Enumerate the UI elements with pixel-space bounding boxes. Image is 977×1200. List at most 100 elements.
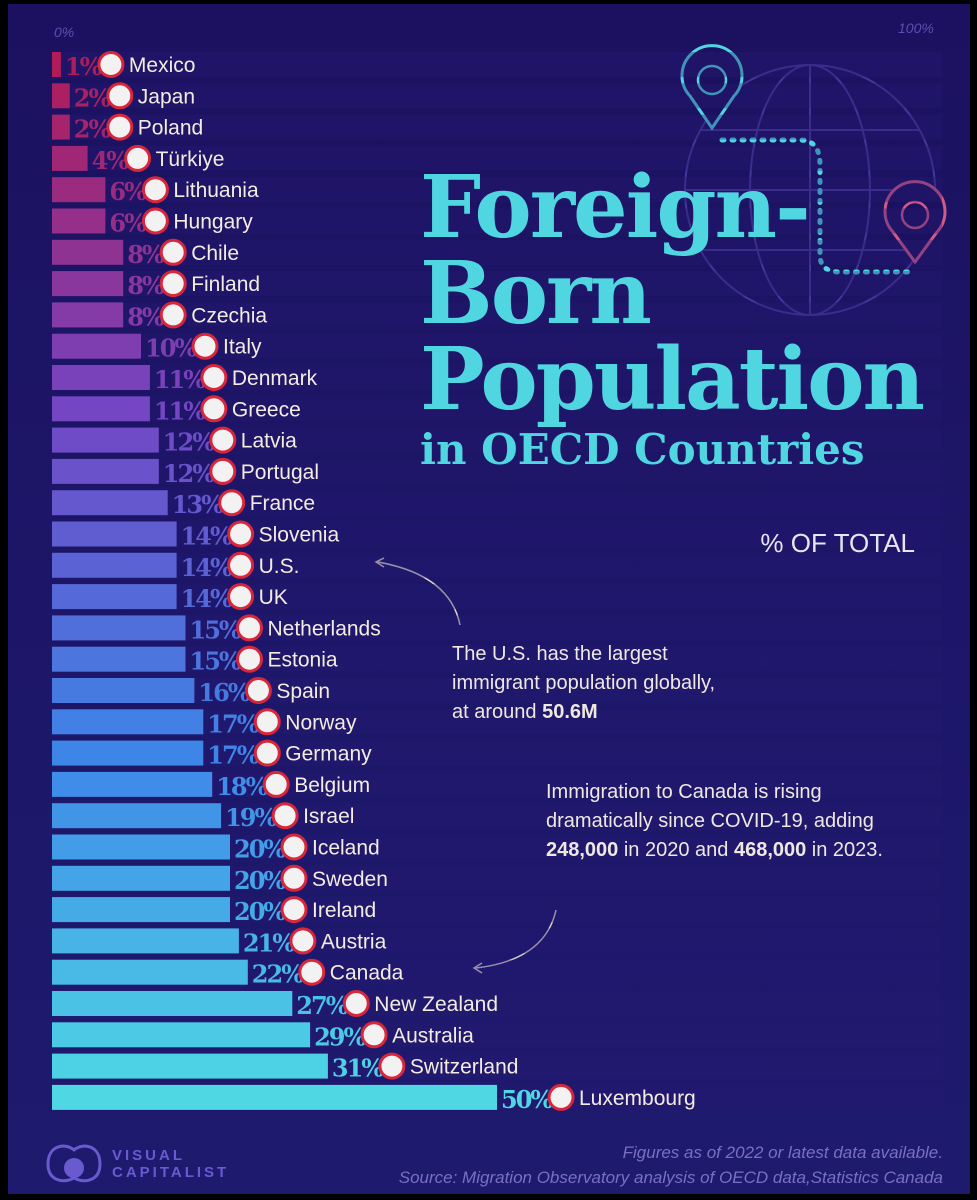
- bar-Germany: [52, 740, 204, 766]
- value-label: 50%: [501, 1085, 553, 1114]
- us-annotation: The U.S. has the largest immigrant popul…: [452, 640, 732, 727]
- value-label: 16%: [198, 678, 250, 707]
- canada-annotation-text: Immigration to Canada is rising dramatic…: [546, 781, 874, 832]
- flag-icon: [200, 395, 228, 423]
- bar-track: [52, 365, 942, 390]
- value-label: 13%: [172, 490, 224, 519]
- bar-track: [52, 239, 942, 265]
- category-label: Italy: [223, 336, 262, 359]
- value-label: 6%: [109, 209, 147, 238]
- bar-Australia: [52, 1022, 311, 1048]
- category-label: UK: [259, 586, 288, 609]
- value-label: 19%: [225, 803, 277, 832]
- category-label: Türkiye: [156, 148, 225, 171]
- category-label: Japan: [138, 85, 195, 108]
- flag-icon: [227, 520, 255, 548]
- bar-track: [52, 208, 942, 234]
- flag-icon: [236, 645, 263, 673]
- us-annotation-value: 50.6M: [542, 701, 598, 723]
- value-label: 27%: [296, 991, 348, 1020]
- visual-capitalist-logo: VISUAL CAPITALIST: [44, 1142, 229, 1186]
- bar-Japan: [52, 83, 70, 109]
- flag-icon: [159, 301, 187, 329]
- bar-Netherlands: [52, 615, 186, 641]
- value-label: 8%: [127, 271, 165, 300]
- footer-note: Figures as of 2022 or latest data availa…: [622, 1143, 943, 1162]
- category-label: Latvia: [241, 430, 297, 453]
- value-label: 20%: [234, 835, 286, 864]
- flag-icon: [227, 551, 255, 579]
- category-label: Canada: [330, 962, 404, 985]
- value-label: 29%: [314, 1022, 366, 1051]
- flag-icon: [280, 864, 308, 892]
- value-label: 14%: [181, 553, 233, 582]
- bar-track: [52, 490, 942, 516]
- bar-Czechia: [52, 302, 124, 328]
- category-label: Austria: [321, 930, 387, 953]
- value-label: 2%: [74, 83, 112, 112]
- bar-New Zealand: [52, 991, 293, 1016]
- bar-Finland: [52, 271, 124, 297]
- flag-icon: [262, 770, 290, 798]
- bar-track: [52, 114, 942, 140]
- flag-icon: [159, 238, 187, 266]
- logo-line-2: CAPITALIST: [112, 1164, 230, 1181]
- category-label: Iceland: [312, 837, 380, 860]
- flag-icon: [200, 364, 228, 391]
- bar-Chile: [52, 239, 124, 265]
- value-label: 1%: [65, 52, 103, 81]
- flag-icon: [360, 1021, 388, 1049]
- category-label: France: [250, 492, 315, 515]
- value-label: 11%: [154, 365, 206, 394]
- flag-icon: [289, 927, 317, 955]
- bar-Iceland: [52, 834, 230, 860]
- value-label: 14%: [181, 584, 233, 613]
- category-label: Estonia: [268, 649, 338, 672]
- flag-icon: [218, 489, 246, 517]
- bar-track: [52, 678, 942, 703]
- bar-track: [52, 552, 942, 578]
- category-label: Germany: [285, 743, 372, 766]
- value-label: 22%: [252, 960, 304, 989]
- flag-icon: [342, 990, 370, 1017]
- category-label: Luxembourg: [579, 1087, 696, 1110]
- chart-title: Foreign- Born Population in OECD Countri…: [420, 165, 925, 471]
- us-annotation-text: The U.S. has the largest immigrant popul…: [452, 643, 716, 723]
- value-label: 20%: [234, 897, 286, 926]
- bar-track: [52, 396, 942, 422]
- flag-icon: [547, 1083, 575, 1111]
- bar-Estonia: [52, 646, 186, 672]
- bar-Mexico: [52, 52, 61, 77]
- canada-annotation-mid: in 2020 and: [618, 839, 734, 861]
- bar-track: [52, 52, 942, 77]
- flag-icon: [227, 583, 255, 611]
- value-label: 17%: [207, 709, 259, 738]
- bar-track: [52, 521, 942, 547]
- canada-annotation: Immigration to Canada is rising dramatic…: [546, 778, 886, 865]
- category-label: Mexico: [129, 54, 196, 77]
- flag-icon: [141, 207, 169, 235]
- category-label: Greece: [232, 398, 301, 421]
- value-label: 6%: [109, 177, 147, 206]
- flag-icon: [97, 51, 125, 78]
- category-label: Belgium: [294, 774, 370, 797]
- title-line-3: Population: [420, 329, 925, 430]
- bar-Canada: [52, 959, 248, 985]
- axis-max-label: 100%: [898, 20, 934, 36]
- category-label: New Zealand: [374, 993, 498, 1016]
- bar-track: [52, 83, 942, 109]
- value-label: 31%: [332, 1054, 384, 1083]
- category-label: Australia: [392, 1024, 474, 1047]
- baby-pin-icon: [883, 180, 947, 265]
- flag-icon: [378, 1052, 406, 1080]
- bar-Israel: [52, 803, 222, 829]
- value-label: 4%: [92, 146, 130, 175]
- bar-Lithuania: [52, 177, 106, 203]
- bar-France: [52, 490, 168, 516]
- bar-Latvia: [52, 427, 159, 453]
- flag-icon: [159, 270, 187, 298]
- bar-Türkiye: [52, 145, 88, 171]
- bar-Slovenia: [52, 521, 177, 547]
- flag-icon: [280, 833, 308, 861]
